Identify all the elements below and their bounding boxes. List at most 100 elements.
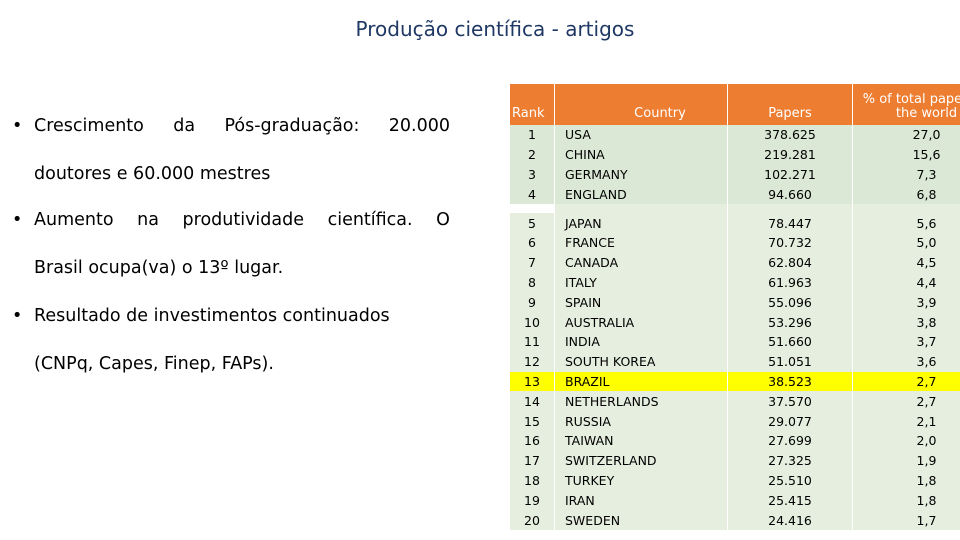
cell-country: USA — [554, 125, 728, 145]
cell-rank: 10 — [510, 312, 555, 332]
cell-papers: 78.447 — [727, 213, 853, 233]
cell-country: INDIA — [554, 331, 728, 352]
cell-rank: 16 — [510, 430, 555, 451]
cell-pct: 3,8 — [852, 312, 960, 332]
cell-pct: 3,7 — [852, 331, 960, 352]
table-row: 16 TAIWAN 27.699 2,0 — [510, 430, 960, 451]
cell-papers: 27.325 — [727, 450, 853, 471]
cell-pct: 2,0 — [852, 430, 960, 451]
bullet-line-2: Brasil ocupa(va) o 13º lugar. — [34, 258, 284, 278]
cell-rank: 15 — [510, 411, 555, 431]
table-row: 14 NETHERLANDS 37.570 2,7 — [510, 391, 960, 412]
cell-papers: 25.510 — [727, 470, 853, 491]
table-row: 18 TURKEY 25.510 1,8 — [510, 470, 960, 491]
cell-rank: 1 — [510, 125, 555, 145]
header-rank: Rank — [510, 84, 555, 125]
cell-rank: 17 — [510, 450, 555, 471]
cell-papers: 102.271 — [727, 164, 853, 185]
cell-country: ENGLAND — [554, 184, 728, 205]
cell-pct: 1,8 — [852, 470, 960, 491]
cell-pct: 3,6 — [852, 351, 960, 372]
bullet-line-2: (CNPq, Capes, Finep, FAPs). — [34, 354, 274, 374]
cell-pct: 2,1 — [852, 411, 960, 431]
cell-country: IRAN — [554, 490, 728, 511]
cell-papers: 61.963 — [727, 272, 853, 293]
ranking-table: Rank Country Papers % of total papers in… — [510, 84, 960, 530]
cell-pct: 4,5 — [852, 252, 960, 273]
cell-pct: 5,0 — [852, 232, 960, 253]
cell-pct: 3,9 — [852, 292, 960, 313]
table-group-gap — [510, 204, 960, 214]
table-row: 3 GERMANY 102.271 7,3 — [510, 164, 960, 185]
table-row: 5 JAPAN 78.447 5,6 — [510, 213, 960, 233]
table-row: 17 SWITZERLAND 27.325 1,9 — [510, 450, 960, 471]
bullet-dot-icon: • — [12, 210, 23, 230]
table-row: 20 SWEDEN 24.416 1,7 — [510, 510, 960, 530]
cell-papers: 51.051 — [727, 351, 853, 372]
cell-rank: 4 — [510, 184, 555, 205]
cell-papers: 27.699 — [727, 430, 853, 451]
header-country: Country — [554, 84, 728, 125]
cell-rank: 19 — [510, 490, 555, 511]
slide-title: Produção científica - artigos — [355, 17, 635, 41]
table-row: 11 INDIA 51.660 3,7 — [510, 331, 960, 352]
table-row: 12 SOUTH KOREA 51.051 3,6 — [510, 351, 960, 372]
cell-country: GERMANY — [554, 164, 728, 185]
cell-papers: 51.660 — [727, 331, 853, 352]
table-row: 15 RUSSIA 29.077 2,1 — [510, 411, 960, 431]
cell-papers: 53.296 — [727, 312, 853, 332]
bullet-item: • Resultado de investimentos continuados… — [10, 292, 450, 388]
cell-pct: 15,6 — [852, 144, 960, 165]
bullet-line-1: Aumento na produtividade científica. O — [34, 210, 450, 230]
cell-pct: 2,7 — [852, 391, 960, 412]
cell-rank: 20 — [510, 510, 555, 530]
table-row: 2 CHINA 219.281 15,6 — [510, 144, 960, 165]
cell-pct: 27,0 — [852, 125, 960, 145]
cell-country: FRANCE — [554, 232, 728, 253]
cell-rank: 2 — [510, 144, 555, 165]
cell-papers: 38.523 — [727, 371, 853, 392]
cell-pct: 1,8 — [852, 490, 960, 511]
cell-rank: 12 — [510, 351, 555, 372]
cell-papers: 378.625 — [727, 125, 853, 145]
table-row: 7 CANADA 62.804 4,5 — [510, 252, 960, 273]
header-pct: % of total papers in the world — [852, 84, 960, 125]
cell-papers: 219.281 — [727, 144, 853, 165]
cell-pct: 4,4 — [852, 272, 960, 293]
cell-country: SWITZERLAND — [554, 450, 728, 471]
cell-country: SWEDEN — [554, 510, 728, 530]
cell-rank: 18 — [510, 470, 555, 491]
cell-rank: 9 — [510, 292, 555, 313]
cell-rank: 6 — [510, 232, 555, 253]
bullet-line-1: Crescimento da Pós-graduação: 20.000 — [34, 116, 450, 136]
cell-rank: 5 — [510, 213, 555, 233]
cell-rank: 8 — [510, 272, 555, 293]
cell-country: SOUTH KOREA — [554, 351, 728, 372]
bullet-dot-icon: • — [12, 116, 23, 136]
cell-rank: 3 — [510, 164, 555, 185]
cell-country: AUSTRALIA — [554, 312, 728, 332]
cell-rank: 14 — [510, 391, 555, 412]
table-row: 9 SPAIN 55.096 3,9 — [510, 292, 960, 313]
header-papers: Papers — [727, 84, 853, 125]
bullet-dot-icon: • — [12, 306, 23, 326]
table-row: 1 USA 378.625 27,0 — [510, 125, 960, 145]
cell-pct: 5,6 — [852, 213, 960, 233]
cell-papers: 62.804 — [727, 252, 853, 273]
cell-country: JAPAN — [554, 213, 728, 233]
table-body: 1 USA 378.625 27,0 2 CHINA 219.281 15,6 3 GERMANY… — [510, 125, 960, 530]
cell-country: CHINA — [554, 144, 728, 165]
table-row: 10 AUSTRALIA 53.296 3,8 — [510, 312, 960, 332]
bullet-line-1: Resultado de investimentos continuados — [34, 306, 390, 326]
cell-rank: 7 — [510, 252, 555, 273]
bullet-line-2: doutores e 60.000 mestres — [34, 164, 271, 184]
cell-country: CANADA — [554, 252, 728, 273]
ranking-table-container: Rank Country Papers % of total papers in… — [510, 84, 960, 530]
cell-country: SPAIN — [554, 292, 728, 313]
cell-papers: 55.096 — [727, 292, 853, 313]
cell-country: TAIWAN — [554, 430, 728, 451]
table-row: 13 BRAZIL 38.523 2,7 — [510, 371, 960, 392]
table-row: 4 ENGLAND 94.660 6,8 — [510, 184, 960, 205]
cell-country: ITALY — [554, 272, 728, 293]
cell-papers: 70.732 — [727, 232, 853, 253]
